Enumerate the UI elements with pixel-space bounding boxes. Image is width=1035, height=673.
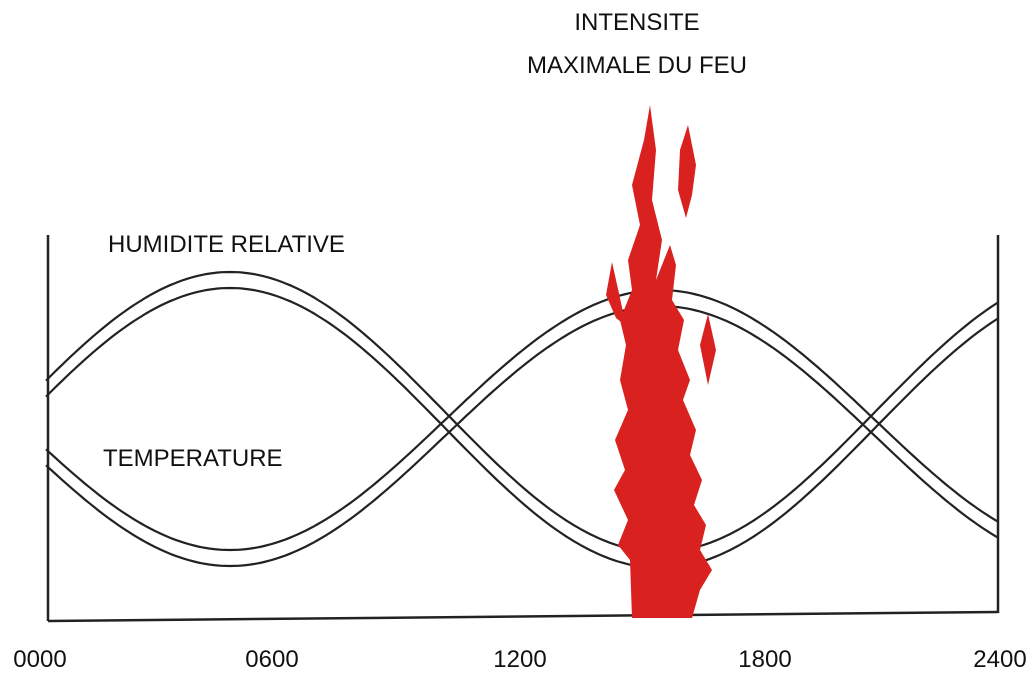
- curves: [46, 272, 998, 568]
- flame-tongue: [700, 314, 716, 385]
- temperature-curve: [46, 306, 998, 566]
- temperature-curve: [46, 290, 998, 550]
- flame-tongue: [678, 125, 696, 218]
- time-axis: [48, 612, 998, 621]
- page: INTENSITE MAXIMALE DU FEU HUMIDITE RELAT…: [0, 0, 1035, 673]
- temperature-label: TEMPERATURE: [103, 445, 283, 472]
- title-line: MAXIMALE DU FEU: [527, 52, 747, 79]
- title-line: INTENSITE: [574, 9, 699, 36]
- humidity-label: HUMIDITE RELATIVE: [108, 231, 345, 258]
- time-label: 2400: [973, 646, 1026, 673]
- diagram: INTENSITE MAXIMALE DU FEU HUMIDITE RELAT…: [0, 0, 1035, 673]
- time-label: 0000: [13, 646, 66, 673]
- humidity-curve: [46, 288, 998, 568]
- time-label: 1200: [493, 646, 546, 673]
- time-label: 0600: [245, 646, 298, 673]
- time-labels: 0000 0600 1200 1800 2400: [13, 646, 1026, 673]
- flame: [614, 105, 712, 618]
- humidity-curve: [46, 272, 998, 552]
- time-label: 1800: [738, 646, 791, 673]
